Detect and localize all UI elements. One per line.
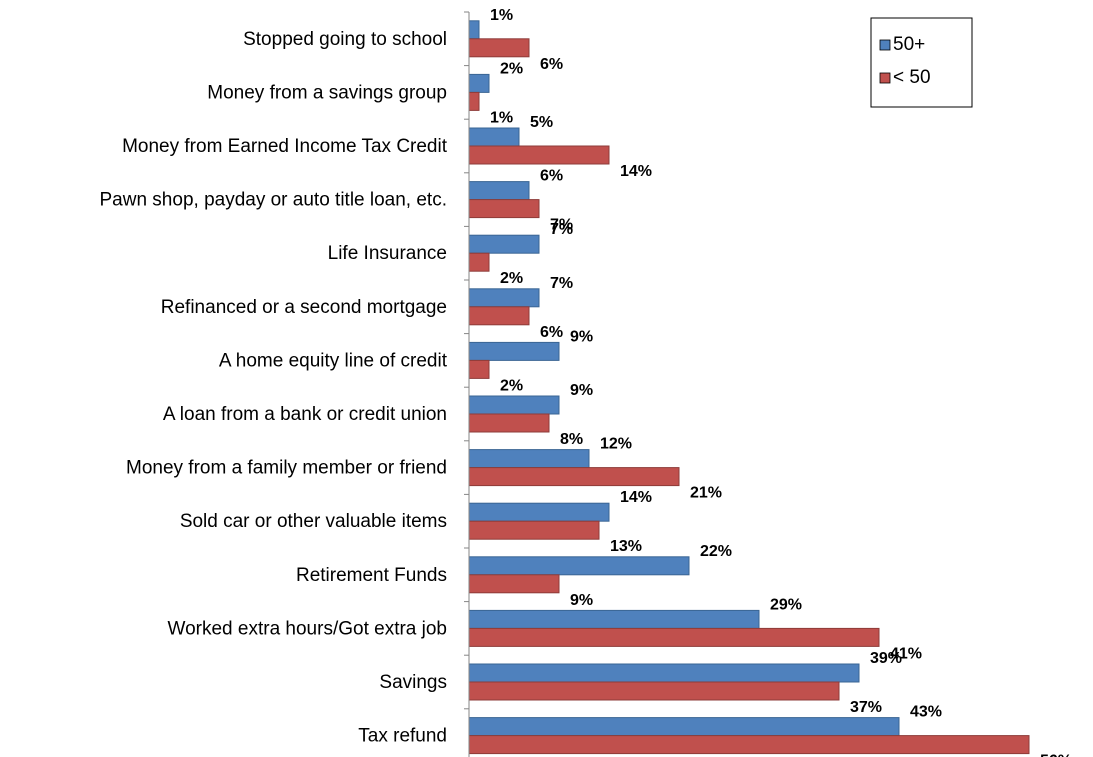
category-label: Tax refund [358,726,447,747]
data-label: 14% [620,163,652,180]
data-label: 5% [530,114,553,131]
bar-series-under50 [468,359,490,379]
bar-series-under50 [468,91,480,111]
bar-series-under50 [468,38,530,58]
data-label: 13% [610,538,642,555]
category-label: Stopped going to school [243,29,447,50]
legend-swatch [879,72,891,84]
legend-entry: < 50 [893,67,931,88]
data-label: 8% [560,431,583,448]
bar-series-50plus [468,73,490,93]
category-label: Retirement Funds [296,565,447,586]
data-label: 7% [550,221,573,238]
category-axis [464,11,470,757]
data-label: 37% [850,699,882,716]
bar-series-50plus [468,20,480,40]
bar-series-50plus [468,181,530,201]
bar-series-under50 [468,306,530,326]
bar-series-under50 [468,627,880,647]
data-label: 6% [540,324,563,341]
legend-box [870,17,973,108]
bar-series-50plus [468,663,860,683]
data-label: 21% [690,485,722,502]
bar-series-under50 [468,735,1030,755]
category-label: Refinanced or a second mortgage [161,297,447,318]
bar-series-under50 [468,413,550,433]
data-label: 43% [910,704,942,721]
data-label: 6% [540,56,563,73]
bars [468,20,1030,755]
bar-series-50plus [468,234,540,254]
legend-entry: 50+ [893,34,925,55]
data-label: 22% [700,543,732,560]
data-label: 2% [500,270,523,287]
data-label: 2% [500,60,523,77]
bar-series-50plus [468,449,590,469]
category-label: Life Insurance [328,243,447,264]
category-label: Worked extra hours/Got extra job [168,618,448,639]
data-label: 9% [570,382,593,399]
data-label: 1% [490,7,513,24]
bar-series-50plus [468,341,560,361]
data-label: 9% [570,592,593,609]
value-labels: 1%6%2%1% 5%14%6%7%7%2% 7%6% 9%2% 9%8% 12%21%1… [490,7,1072,757]
data-label: 14% [620,489,652,506]
category-label: A loan from a bank or credit union [163,404,447,425]
bar-series-50plus [468,395,560,415]
bar-series-50plus [468,127,520,147]
data-label: 12% [600,436,632,453]
category-label: Money from a savings group [207,82,447,103]
bar-series-50plus [468,609,760,629]
data-label: 56% [1040,753,1072,757]
data-label: 41% [890,645,922,662]
bar-series-under50 [468,199,540,219]
data-label: 39% [870,650,902,667]
category-label: Money from a family member or friend [126,458,447,479]
data-label: 7% [550,217,573,234]
category-label: Sold car or other valuable items [180,511,447,532]
bar-series-50plus [468,556,690,576]
data-label: 29% [770,596,802,613]
category-labels: Stopped going to school Money from a savi… [100,29,448,747]
bar-series-under50 [468,520,600,540]
bar-series-under50 [468,574,560,594]
category-label: Savings [379,672,447,693]
legend: 50+ < 50 [870,17,973,108]
bar-series-under50 [468,252,490,272]
bar-series-50plus [468,717,900,737]
data-label: 6% [540,168,563,185]
data-label: 2% [500,377,523,394]
legend-swatch [879,39,891,51]
data-label: 1% [490,109,513,126]
category-label: Pawn shop, payday or auto title loan, et… [100,190,448,211]
category-label: A home equity line of credit [219,350,448,371]
bar-series-50plus [468,288,540,308]
bar-series-under50 [468,467,680,487]
bar-series-under50 [468,681,840,701]
data-label: 7% [550,275,573,292]
bar-series-under50 [468,145,610,165]
bar-series-50plus [468,502,610,522]
category-label: Money from Earned Income Tax Credit [122,136,448,157]
data-label: 9% [570,328,593,345]
